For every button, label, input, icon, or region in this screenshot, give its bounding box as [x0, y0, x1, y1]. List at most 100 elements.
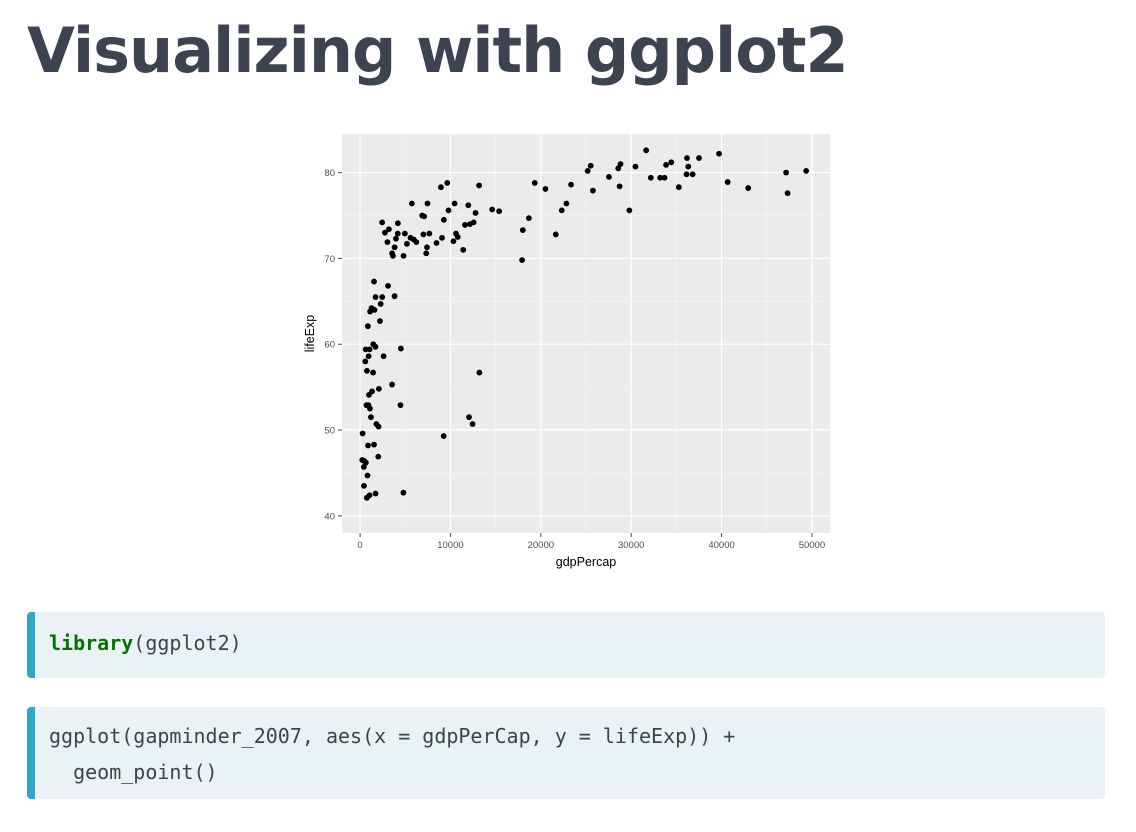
y-axis-label: lifeExp — [303, 315, 317, 353]
data-point — [407, 234, 414, 241]
data-point — [451, 200, 458, 207]
data-point — [476, 369, 483, 376]
data-point — [439, 234, 445, 241]
data-point — [393, 235, 399, 242]
data-point — [359, 457, 366, 463]
data-point — [626, 207, 633, 214]
data-point — [462, 222, 468, 228]
data-point — [467, 221, 473, 227]
data-point — [424, 244, 430, 251]
data-point — [386, 226, 392, 233]
data-point — [420, 231, 427, 238]
data-point — [372, 490, 379, 497]
data-point — [615, 165, 622, 172]
code-text: (ggplot2) — [133, 631, 242, 655]
data-point — [379, 294, 386, 300]
data-point — [531, 180, 538, 186]
page-title: Visualizing with ggplot2 — [27, 14, 849, 87]
data-point — [647, 174, 654, 181]
data-point — [365, 353, 372, 360]
data-point — [404, 240, 410, 247]
data-point — [519, 227, 526, 234]
data-point — [394, 220, 401, 227]
data-point — [370, 369, 376, 376]
data-point — [389, 381, 395, 388]
data-point — [469, 421, 476, 427]
data-point — [361, 482, 367, 489]
data-point — [716, 150, 722, 157]
data-point — [423, 250, 430, 257]
data-point — [408, 200, 415, 207]
data-point — [440, 216, 447, 223]
x-tick-label: 50000 — [799, 540, 825, 551]
data-point — [465, 202, 472, 209]
data-point — [370, 341, 377, 348]
data-point — [360, 464, 367, 470]
data-point — [384, 239, 391, 246]
data-point — [587, 162, 594, 169]
data-point — [364, 367, 370, 374]
data-point — [391, 244, 398, 251]
data-point — [379, 219, 386, 226]
data-point — [496, 208, 503, 215]
data-point — [375, 385, 382, 392]
data-point — [558, 207, 565, 214]
y-tick-label: 40 — [324, 511, 335, 522]
data-point — [643, 147, 650, 154]
data-point — [684, 155, 690, 161]
x-tick-label: 10000 — [437, 540, 463, 551]
data-point — [689, 171, 696, 178]
data-point — [368, 414, 374, 421]
data-point — [724, 179, 731, 185]
x-tick-label: 40000 — [708, 540, 734, 551]
data-point — [663, 161, 669, 168]
data-point — [542, 186, 549, 192]
data-points — [359, 147, 810, 501]
data-point — [445, 207, 452, 214]
data-point — [675, 184, 682, 191]
data-point — [380, 353, 387, 360]
scatter-plot: 0 10000 20000 30000 40000 50000 40 50 60 70 80 gd… — [300, 130, 840, 575]
data-point — [584, 167, 591, 174]
code-keyword: library — [49, 631, 134, 655]
code-line-1: ggplot(gapminder_2007, aes(x = gdpPerCap… — [49, 724, 736, 748]
data-point — [364, 472, 371, 479]
data-point — [382, 229, 388, 236]
data-point — [657, 174, 664, 181]
y-tick-label: 50 — [324, 426, 335, 437]
data-point — [472, 210, 479, 216]
y-tick-label: 80 — [324, 168, 335, 179]
data-point — [661, 174, 668, 181]
data-point — [362, 346, 369, 353]
data-point — [803, 167, 810, 174]
data-point — [363, 402, 370, 409]
data-point — [397, 345, 404, 352]
data-point — [373, 421, 380, 427]
data-point — [489, 206, 496, 213]
data-point — [397, 402, 404, 409]
x-tick-label: 20000 — [528, 540, 554, 551]
grid-major — [342, 134, 830, 533]
data-point — [364, 323, 371, 330]
scatter-plot-svg: 0 10000 20000 30000 40000 50000 40 50 60 70 80 gd… — [303, 134, 830, 569]
data-point — [632, 163, 639, 170]
data-point — [606, 174, 612, 180]
x-tick-label: 30000 — [618, 540, 644, 551]
data-point — [683, 171, 690, 178]
data-point — [460, 246, 467, 253]
x-axis-label: gdpPercap — [556, 555, 617, 569]
data-point — [371, 441, 377, 448]
data-point — [696, 155, 702, 161]
x-axis: 0 10000 20000 30000 40000 50000 — [357, 533, 825, 551]
data-point — [377, 300, 384, 307]
data-point — [685, 163, 692, 170]
data-point — [362, 358, 369, 365]
data-point — [563, 200, 570, 207]
data-point — [385, 282, 391, 289]
y-tick-label: 60 — [324, 340, 335, 351]
data-point — [391, 293, 398, 300]
data-point — [400, 252, 407, 259]
data-point — [365, 442, 371, 449]
data-point — [438, 184, 444, 191]
data-point — [366, 391, 372, 398]
